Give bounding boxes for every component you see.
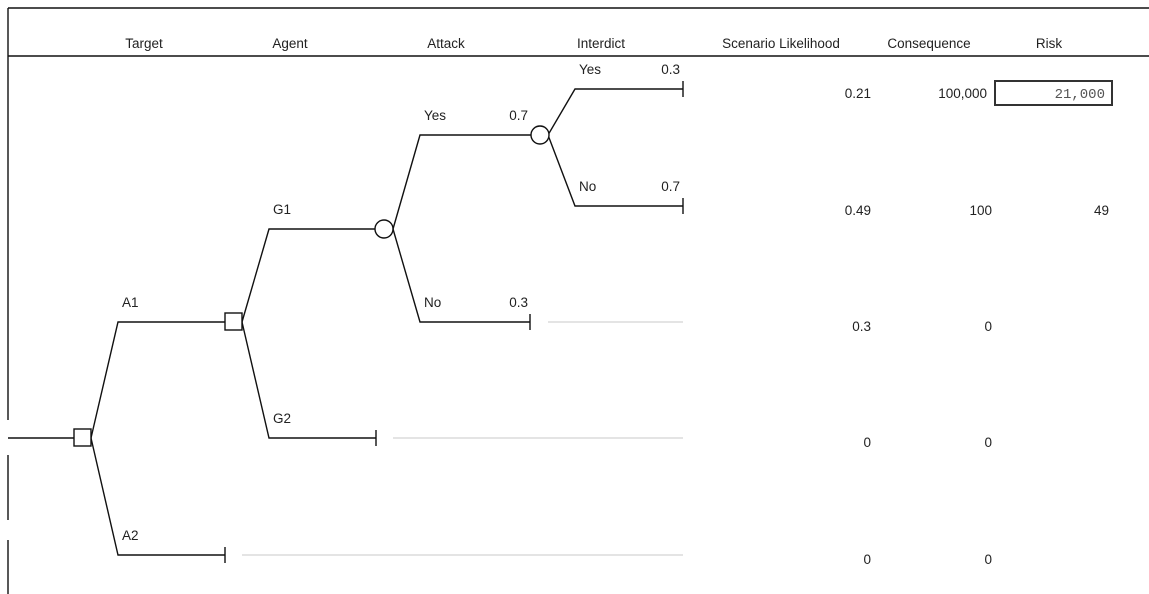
- header-target: Target: [125, 36, 163, 51]
- label-g2: G2: [273, 411, 291, 426]
- label-attack-yes: Yes: [424, 108, 446, 123]
- chance-node-interdict: [530, 125, 550, 145]
- branch-a1-edge: [90, 321, 225, 439]
- chance-node-attack: [374, 219, 394, 239]
- branch-a2-edge: [90, 437, 225, 556]
- row-2-risk: 49: [1094, 203, 1109, 218]
- label-interdict-yes: Yes: [579, 62, 601, 77]
- prob-interdict-yes: 0.3: [661, 62, 680, 77]
- row-1-consequence: 100,000: [938, 86, 987, 101]
- branch-interdict-yes-edge: [547, 88, 683, 136]
- prob-attack-no: 0.3: [509, 295, 528, 310]
- label-interdict-no: No: [579, 179, 596, 194]
- header-agent: Agent: [272, 36, 308, 51]
- row-5-consequence: 0: [984, 552, 992, 567]
- header-consequence: Consequence: [887, 36, 970, 51]
- branch-attack-no-edge: [392, 228, 530, 323]
- label-attack-no: No: [424, 295, 441, 310]
- row-4-likelihood: 0: [863, 435, 871, 450]
- row-3-likelihood: 0.3: [852, 319, 871, 334]
- header-interdict: Interdict: [577, 36, 625, 51]
- branch-g2-edge: [241, 321, 376, 439]
- row-1-likelihood: 0.21: [845, 86, 871, 101]
- header-risk: Risk: [1036, 36, 1062, 51]
- row-1-risk: 21,000: [1055, 87, 1105, 103]
- header-scenario-likelihood: Scenario Likelihood: [722, 36, 840, 51]
- row-4-consequence: 0: [984, 435, 992, 450]
- branch-interdict-no-edge: [547, 134, 683, 207]
- row-2-likelihood: 0.49: [845, 203, 871, 218]
- row-2-consequence: 100: [969, 203, 992, 218]
- decision-node-target: [73, 428, 92, 447]
- prob-interdict-no: 0.7: [661, 179, 680, 194]
- row-3-consequence: 0: [984, 319, 992, 334]
- branch-g1-edge: [241, 228, 376, 323]
- header-attack: Attack: [427, 36, 465, 51]
- label-a2: A2: [122, 528, 139, 543]
- row-5-likelihood: 0: [863, 552, 871, 567]
- label-g1: G1: [273, 202, 291, 217]
- decision-node-agent: [224, 312, 243, 331]
- branch-attack-yes-edge: [392, 134, 533, 230]
- label-a1: A1: [122, 295, 139, 310]
- prob-attack-yes: 0.7: [509, 108, 528, 123]
- row-1-risk-highlight-box: [994, 80, 1113, 106]
